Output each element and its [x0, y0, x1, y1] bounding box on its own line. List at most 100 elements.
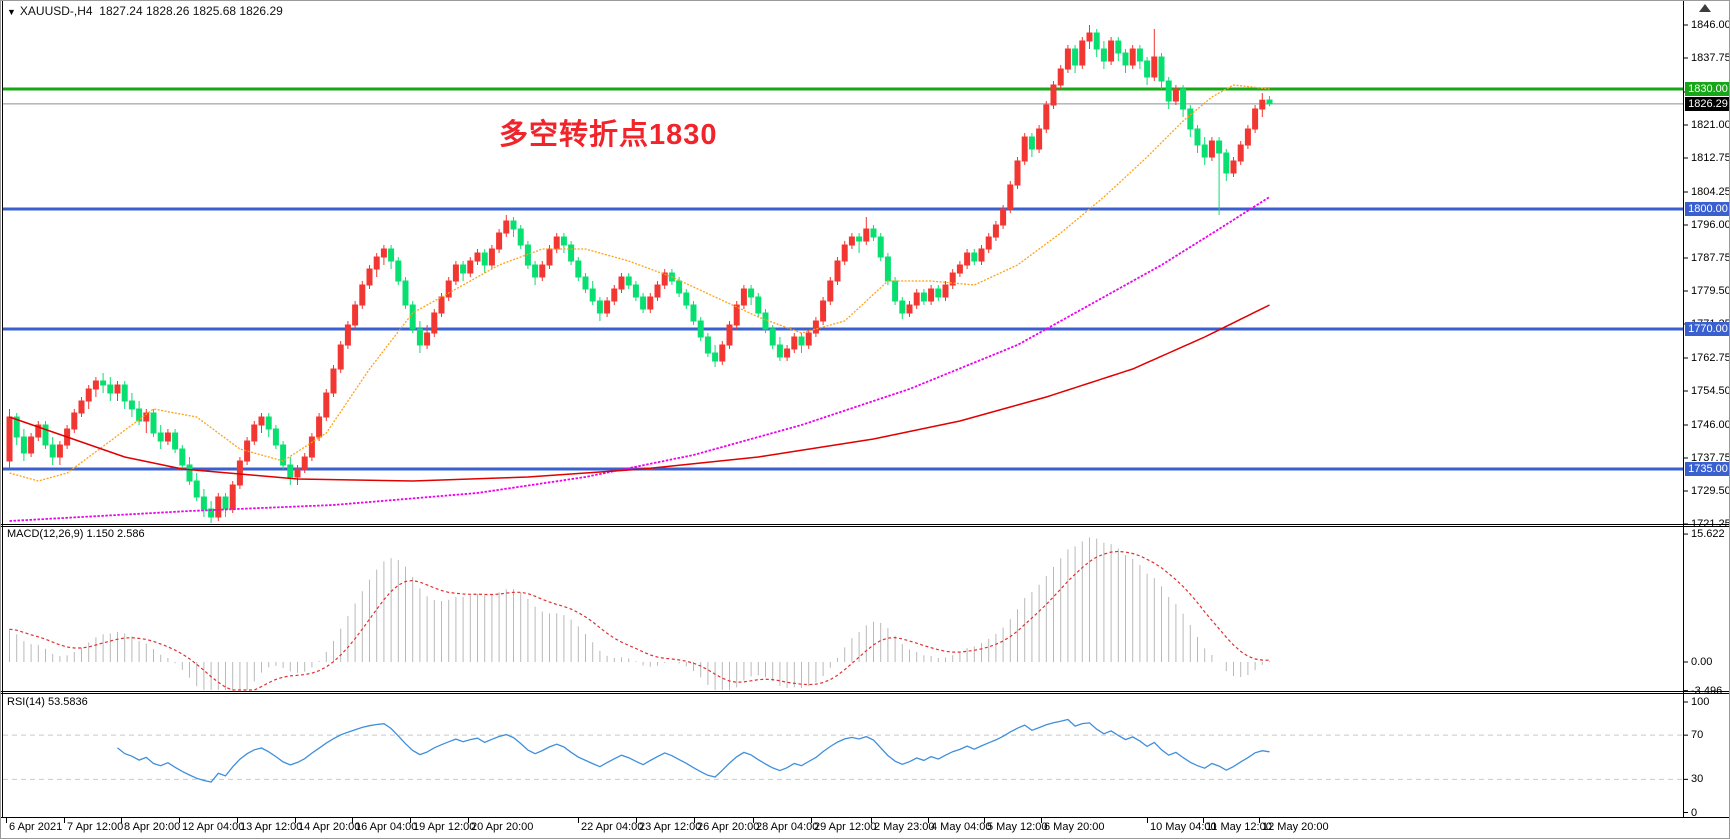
candlestick[interactable]	[805, 332, 812, 346]
candlestick[interactable]	[359, 284, 366, 306]
candlestick[interactable]	[56, 444, 63, 458]
candlestick[interactable]	[35, 424, 42, 438]
candlestick[interactable]	[164, 432, 171, 442]
candlestick[interactable]	[1201, 144, 1208, 158]
candlestick[interactable]	[899, 300, 906, 314]
candlestick[interactable]	[553, 236, 560, 250]
candlestick[interactable]	[467, 260, 474, 274]
candlestick[interactable]	[618, 276, 625, 290]
candlestick[interactable]	[294, 468, 301, 478]
candlestick[interactable]	[1108, 40, 1115, 62]
candlestick[interactable]	[20, 436, 27, 454]
candlestick[interactable]	[589, 288, 596, 302]
time-axis-label[interactable]: 4 May 04:00	[931, 821, 992, 833]
candlestick[interactable]	[1122, 52, 1129, 66]
candlestick[interactable]	[1064, 48, 1071, 70]
candlestick[interactable]	[935, 288, 942, 298]
time-axis-label[interactable]: 28 Apr 04:00	[756, 821, 819, 833]
candlestick[interactable]	[344, 324, 351, 346]
candlestick[interactable]	[510, 220, 517, 230]
candlestick[interactable]	[100, 380, 107, 386]
candlestick[interactable]	[28, 436, 35, 454]
candlestick[interactable]	[1028, 136, 1035, 150]
candlestick[interactable]	[172, 432, 179, 450]
candlestick[interactable]	[280, 444, 287, 466]
candlestick[interactable]	[1043, 104, 1050, 130]
candlestick[interactable]	[942, 284, 949, 298]
candlestick[interactable]	[272, 428, 279, 446]
candlestick[interactable]	[488, 248, 495, 266]
time-axis-label[interactable]: 5 May 12:00	[987, 821, 1048, 833]
time-axis-label[interactable]: 2 May 23:00	[874, 821, 935, 833]
candlestick[interactable]	[179, 448, 186, 466]
candlestick[interactable]	[906, 304, 913, 314]
candlestick[interactable]	[827, 280, 834, 302]
candlestick[interactable]	[150, 412, 157, 434]
candlestick[interactable]	[1230, 160, 1237, 174]
candlestick[interactable]	[690, 304, 697, 322]
candlestick[interactable]	[719, 344, 726, 362]
candlestick[interactable]	[755, 296, 762, 314]
candlestick[interactable]	[625, 276, 632, 286]
time-axis-label[interactable]: 6 Apr 2021	[9, 821, 63, 833]
candlestick[interactable]	[1036, 128, 1043, 150]
candlestick[interactable]	[114, 384, 121, 394]
candlestick[interactable]	[6, 416, 13, 462]
candlestick[interactable]	[1057, 68, 1064, 86]
candlestick[interactable]	[136, 408, 143, 422]
candlestick[interactable]	[769, 328, 776, 346]
candlestick[interactable]	[517, 228, 524, 246]
candlestick[interactable]	[107, 384, 114, 394]
candlestick[interactable]	[1000, 208, 1007, 226]
candlestick[interactable]	[740, 288, 747, 306]
candlestick[interactable]	[1050, 84, 1057, 106]
candlestick[interactable]	[258, 416, 265, 426]
candlestick[interactable]	[964, 252, 971, 266]
candlestick[interactable]	[798, 336, 805, 346]
candlestick[interactable]	[157, 432, 164, 442]
candlestick[interactable]	[352, 304, 359, 326]
candlestick[interactable]	[1007, 184, 1014, 210]
candlestick[interactable]	[1151, 56, 1158, 78]
candlestick[interactable]	[784, 348, 791, 358]
candlestick[interactable]	[776, 344, 783, 358]
candlestick[interactable]	[474, 252, 481, 262]
candlestick[interactable]	[13, 416, 20, 438]
candlestick[interactable]	[316, 416, 323, 438]
candlestick[interactable]	[395, 260, 402, 282]
candlestick[interactable]	[452, 264, 459, 282]
time-axis-label[interactable]: 26 Apr 20:00	[697, 821, 760, 833]
candlestick[interactable]	[1014, 160, 1021, 186]
candlestick[interactable]	[193, 480, 200, 498]
candlestick[interactable]	[877, 236, 884, 258]
candlestick[interactable]	[978, 248, 985, 262]
candlestick[interactable]	[676, 280, 683, 294]
candlestick[interactable]	[402, 280, 409, 306]
candlestick[interactable]	[856, 236, 863, 242]
candlestick[interactable]	[841, 244, 848, 262]
candlestick[interactable]	[1158, 56, 1165, 82]
candlestick[interactable]	[604, 300, 611, 314]
candlestick[interactable]	[78, 400, 85, 414]
time-axis-label[interactable]: 7 Apr 12:00	[67, 821, 124, 833]
candlestick[interactable]	[431, 312, 438, 334]
candlestick[interactable]	[712, 352, 719, 362]
time-axis-label[interactable]: 22 Apr 04:00	[581, 821, 644, 833]
candlestick[interactable]	[848, 236, 855, 246]
candlestick[interactable]	[582, 276, 589, 290]
time-axis-label[interactable]: 19 Apr 12:00	[413, 821, 476, 833]
candlestick[interactable]	[956, 264, 963, 274]
candlestick[interactable]	[863, 228, 870, 242]
candlestick[interactable]	[1086, 32, 1093, 42]
candlestick[interactable]	[1216, 140, 1223, 154]
candlestick[interactable]	[222, 496, 229, 510]
candlestick[interactable]	[409, 304, 416, 330]
candlestick[interactable]	[1079, 40, 1086, 66]
symbol-menu-icon[interactable]: ▼	[7, 7, 16, 17]
candlestick[interactable]	[661, 272, 668, 286]
candlestick[interactable]	[215, 496, 222, 518]
candlestick[interactable]	[546, 248, 553, 266]
time-axis-label[interactable]: 23 Apr 12:00	[639, 821, 702, 833]
time-axis-label[interactable]: 20 Apr 20:00	[471, 821, 534, 833]
candlestick[interactable]	[71, 412, 78, 430]
